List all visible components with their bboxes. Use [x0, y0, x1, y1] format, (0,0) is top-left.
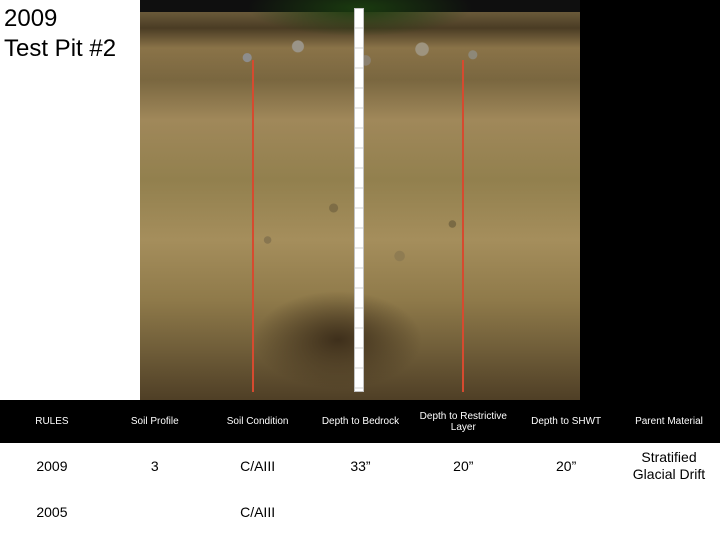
red-marker-left [252, 60, 254, 392]
cell-parent-material: Stratified Glacial Drift [618, 443, 720, 489]
col-depth-shwt: Depth to SHWT [515, 401, 618, 443]
col-parent-material: Parent Material [618, 401, 720, 443]
cell-rules: 2009 [1, 443, 104, 489]
cell-depth-shwt [515, 489, 618, 535]
cell-soil-profile [103, 489, 206, 535]
cell-depth-restrictive [412, 489, 515, 535]
cell-depth-restrictive: 20” [412, 443, 515, 489]
col-depth-restrictive: Depth to Restrictive Layer [412, 401, 515, 443]
table-row: 2009 3 C/AIII 33” 20” 20” Stratified Gla… [1, 443, 720, 489]
table-row: 2005 C/AIII [1, 489, 720, 535]
cell-depth-shwt: 20” [515, 443, 618, 489]
col-rules: RULES [1, 401, 104, 443]
cell-parent-material [618, 489, 720, 535]
slide-title: 2009 Test Pit #2 [4, 4, 140, 64]
col-soil-profile: Soil Profile [103, 401, 206, 443]
red-marker-right [462, 60, 464, 392]
title-line-2: Test Pit #2 [4, 34, 140, 64]
title-line-1: 2009 [4, 4, 140, 34]
cell-soil-profile: 3 [103, 443, 206, 489]
col-depth-bedrock: Depth to Bedrock [309, 401, 412, 443]
col-soil-condition: Soil Condition [206, 401, 309, 443]
cell-depth-bedrock [309, 489, 412, 535]
cell-soil-condition: C/AIII [206, 489, 309, 535]
cell-depth-bedrock: 33” [309, 443, 412, 489]
table-header-row: RULES Soil Profile Soil Condition Depth … [1, 401, 720, 443]
soil-data-table: RULES Soil Profile Soil Condition Depth … [0, 400, 720, 535]
measuring-tape [354, 8, 364, 392]
black-panel-right [580, 0, 720, 400]
cell-rules: 2005 [1, 489, 104, 535]
cell-soil-condition: C/AIII [206, 443, 309, 489]
